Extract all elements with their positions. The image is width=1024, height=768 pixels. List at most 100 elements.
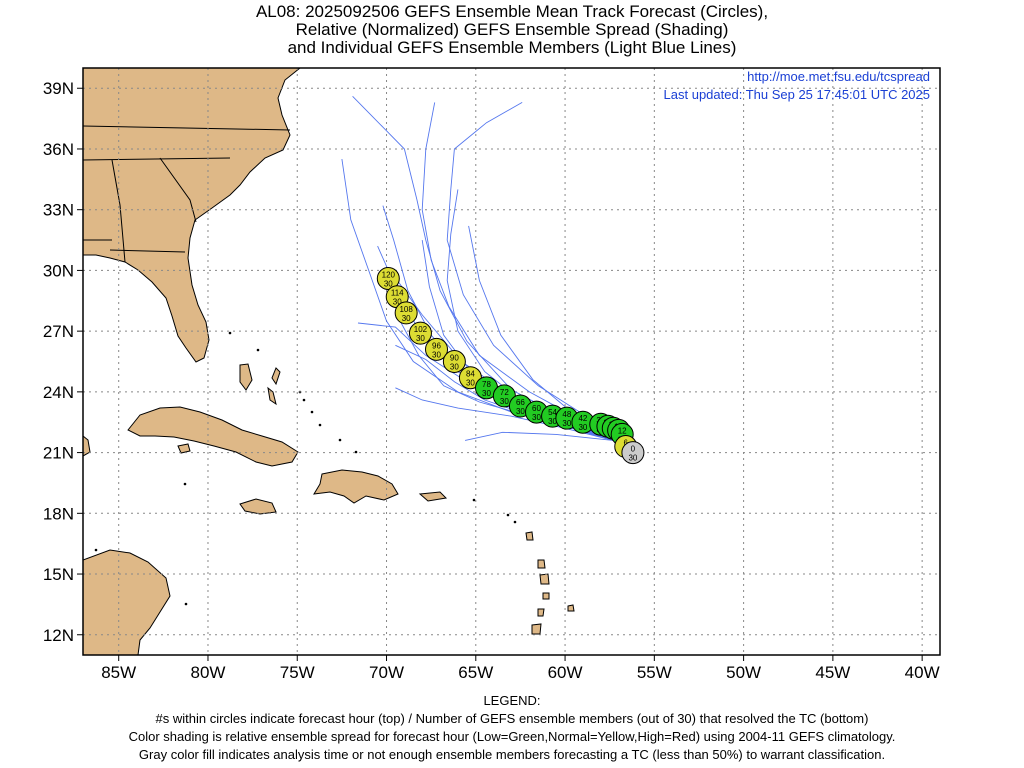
forecast-hour-label: 78 <box>482 380 491 389</box>
state-border-3 <box>111 159 126 263</box>
member-count-label: 30 <box>500 397 509 406</box>
plot-frame <box>82 67 941 656</box>
forecast-hour-label: 120 <box>382 271 396 280</box>
y-tick-label: 39N <box>43 79 74 98</box>
y-tick-label: 18N <box>43 504 74 523</box>
x-tick-label: 60W <box>548 663 583 682</box>
member-count-label: 30 <box>532 413 541 422</box>
forecast-hour-label: 114 <box>391 289 404 298</box>
y-tick-label: 21N <box>43 444 74 463</box>
track-circle <box>408 321 432 345</box>
map-title-line-2: Relative (Normalized) GEFS Ensemble Spre… <box>295 20 729 39</box>
land-antilles-5 <box>537 608 545 617</box>
islet-dot <box>256 348 260 352</box>
source-link[interactable]: http://moe.met.fsu.edu/tcspread <box>747 69 930 84</box>
y-tick-label: 30N <box>43 261 74 280</box>
x-tick-label: 55W <box>637 663 672 682</box>
member-count-label: 30 <box>402 314 411 323</box>
forecast-hour-label: 72 <box>500 388 509 397</box>
islet-dot <box>184 602 188 606</box>
land-antilles-2 <box>537 559 546 569</box>
islet-dot <box>94 548 98 552</box>
member-count-label: 30 <box>562 419 571 428</box>
land-puerto-rico <box>418 491 448 502</box>
state-border-1 <box>83 125 291 131</box>
member-count-label: 30 <box>450 363 459 372</box>
land-antilles-6 <box>567 604 575 612</box>
forecast-hour-label: 42 <box>578 414 587 423</box>
forecast-hour-label: 48 <box>562 410 571 419</box>
state-border-4 <box>159 157 197 223</box>
map-title-line-1: AL08: 2025092506 GEFS Ensemble Mean Trac… <box>255 2 769 21</box>
track-circle <box>425 337 449 361</box>
islet-dot <box>228 331 232 335</box>
islet-dot <box>310 410 314 414</box>
land-antilles-1 <box>525 531 534 541</box>
land-layer <box>83 68 575 655</box>
member-count-label: 30 <box>482 389 491 398</box>
islet-dot <box>506 513 510 517</box>
map-title-line-3: and Individual GEFS Ensemble Members (Li… <box>287 38 737 57</box>
y-tick-label: 27N <box>43 322 74 341</box>
islet-dot <box>318 423 322 427</box>
last-updated: Last updated: Thu Sep 25 17:45:01 UTC 20… <box>663 87 930 102</box>
x-axis-labels: 85W 80W 75W 70W 65W 60W 55W 50W 45W 40W <box>101 663 939 682</box>
islet-dot <box>513 520 517 524</box>
ensemble-member-track <box>465 431 614 441</box>
x-tick-label: 70W <box>369 663 404 682</box>
islet-dot <box>302 398 306 402</box>
member-count-label: 30 <box>432 350 441 359</box>
ensemble-member-track <box>446 102 614 441</box>
x-tick-label: 45W <box>815 663 850 682</box>
legend-line-2: Color shading is relative ensemble sprea… <box>128 729 896 744</box>
state-border-5 <box>109 249 186 253</box>
land-south-america <box>83 549 171 655</box>
track-circle <box>394 301 418 325</box>
ensemble-member-track <box>395 387 614 441</box>
y-tick-label: 12N <box>43 626 74 645</box>
land-cuba <box>127 406 299 467</box>
land-us-east-coast <box>83 68 301 363</box>
x-tick-label: 50W <box>726 663 761 682</box>
x-tick-label: 65W <box>458 663 493 682</box>
land-trinidad <box>531 623 542 635</box>
member-count-label: 30 <box>578 423 587 432</box>
forecast-hour-label: 54 <box>548 408 557 417</box>
land-bahamas-andros <box>239 363 253 391</box>
islet-dot <box>354 450 358 454</box>
track-circle <box>621 441 645 465</box>
track-circle <box>442 350 466 373</box>
islet-dot <box>338 438 342 442</box>
x-tick-label: 75W <box>280 663 315 682</box>
land-antilles-4 <box>542 592 550 600</box>
graticule <box>83 68 940 655</box>
islet-dot <box>472 498 476 502</box>
forecast-hour-label: 66 <box>516 398 525 407</box>
member-count-label: 30 <box>416 334 425 343</box>
land-hispaniola <box>313 469 399 504</box>
forecast-hour-label: 12 <box>618 426 627 435</box>
forecast-hour-label: 102 <box>414 325 428 334</box>
member-count-label: 30 <box>384 280 393 289</box>
forecast-hour-label: 0 <box>631 445 636 454</box>
small-islands <box>94 331 517 606</box>
member-count-label: 30 <box>628 454 637 463</box>
legend-heading: LEGEND: <box>483 693 541 708</box>
land-isle-of-youth <box>177 443 191 454</box>
x-tick-label: 85W <box>101 663 136 682</box>
land-central-america <box>83 435 91 457</box>
member-count-label: 30 <box>548 417 557 426</box>
land-antilles-3 <box>539 573 550 585</box>
member-count-label: 30 <box>393 298 402 307</box>
forecast-hour-label: 60 <box>532 404 541 413</box>
forecast-hour-label: 6 <box>624 439 629 448</box>
forecast-hour-label: 90 <box>450 354 459 363</box>
y-tick-label: 24N <box>43 383 74 402</box>
y-tick-label: 33N <box>43 201 74 220</box>
member-count-label: 30 <box>466 379 475 388</box>
